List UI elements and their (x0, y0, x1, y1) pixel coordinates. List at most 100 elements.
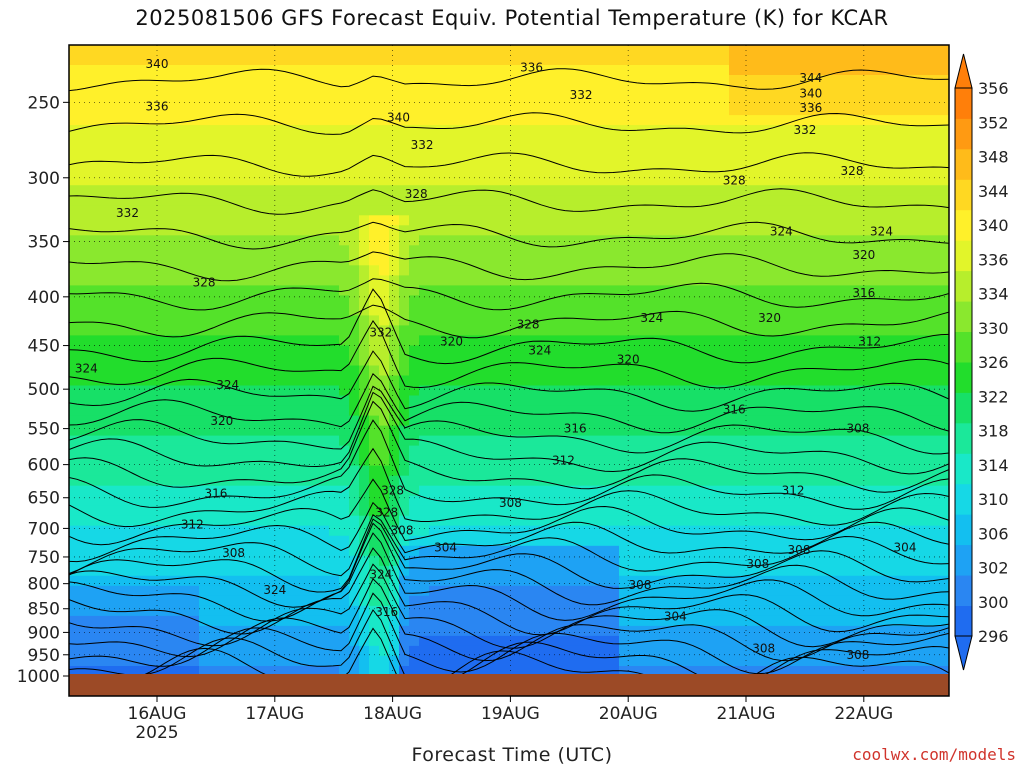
contour-label: 324 (75, 361, 98, 375)
colorbar-label: 340 (978, 216, 1009, 235)
contour-label: 332 (793, 123, 816, 137)
colorbar-label: 306 (978, 524, 1009, 543)
y-tick-label: 350 (28, 233, 60, 253)
x-axis-title: Forecast Time (UTC) (411, 744, 613, 766)
contour-label: 344 (799, 71, 822, 85)
contour-label: 336 (520, 60, 543, 74)
x-tick-label: 17AUG (245, 704, 304, 724)
y-tick-label: 700 (28, 519, 60, 539)
y-tick-label: 500 (28, 380, 60, 400)
y-tick-label: 450 (28, 337, 60, 357)
y-tick-label: 600 (28, 456, 60, 476)
colorbar-label: 300 (978, 593, 1009, 612)
contour-label: 324 (770, 225, 793, 239)
plot-frame (68, 44, 950, 697)
colorbar-label: 326 (978, 353, 1009, 372)
contour-label: 332 (116, 206, 139, 220)
y-tick-label: 400 (28, 288, 60, 308)
contour-label: 324 (216, 378, 239, 392)
colorbar-swatch (955, 301, 972, 332)
colorbar-swatch (955, 544, 972, 576)
chart-title: 2025081506 GFS Forecast Equiv. Potential… (135, 6, 889, 30)
x-tick-label: 21AUG (717, 704, 776, 724)
contour-label: 308 (846, 421, 869, 435)
contour-label: 328 (193, 275, 216, 289)
y-tick-label: 1000 (17, 667, 60, 687)
contour-label: 304 (894, 540, 917, 554)
contour-label: 320 (852, 248, 875, 262)
contour-label: 340 (146, 57, 169, 71)
contour-label: 328 (517, 318, 540, 332)
contour-label: 316 (723, 402, 746, 416)
y-tick-label: 750 (28, 548, 60, 568)
credit-link[interactable]: coolwx.com/models (852, 745, 1016, 764)
contour-label: 328 (375, 505, 398, 519)
colorbar: 296 300 302 306 310 314 318 322 326 330 334 336 340 3… (954, 53, 1009, 671)
contour-label: 308 (788, 543, 811, 557)
colorbar-swatch (955, 514, 972, 546)
grid-lines (69, 45, 949, 696)
colorbar-bottom-arrow (954, 635, 973, 671)
colorbar-label: 334 (978, 285, 1009, 304)
contour-label: 332 (570, 88, 593, 102)
colorbar-label: 356 (978, 79, 1009, 98)
contour-label: 308 (846, 648, 869, 662)
colorbar-label: 352 (978, 113, 1009, 132)
colorbar-label: 314 (978, 456, 1009, 475)
colorbar-label: 302 (978, 559, 1009, 578)
y-tick-label: 800 (28, 575, 60, 595)
y-axis: 250 300 350 400 450 500 550 600 650 700 750 800 850 9… (17, 93, 69, 687)
colorbar-label: 310 (978, 490, 1009, 509)
contour-label: 332 (411, 138, 434, 152)
x-tick-label: 20AUG (599, 704, 658, 724)
contour-label: 340 (387, 111, 410, 125)
colorbar-swatch (955, 240, 972, 272)
colorbar-swatch (955, 270, 972, 302)
contour-label: 308 (746, 557, 769, 571)
contour-label: 316 (204, 487, 227, 501)
y-tick-label: 900 (28, 623, 60, 643)
contour-label: 316 (375, 605, 398, 619)
contour-label: 328 (381, 484, 404, 498)
colorbar-label: 336 (978, 250, 1009, 269)
colorbar-label: 330 (978, 319, 1009, 338)
contour-label: 316 (564, 421, 587, 435)
contour-label: 320 (758, 311, 781, 325)
contour-label: 304 (664, 610, 687, 624)
contour-label: 320 (440, 335, 463, 349)
x-tick-label: 18AUG (363, 704, 422, 724)
contour-label: 312 (552, 454, 575, 468)
contour-label: 308 (752, 642, 775, 656)
contour-label: 324 (870, 225, 893, 239)
colorbar-swatch (955, 88, 972, 119)
contour-label: 328 (405, 187, 428, 201)
colorbar-swatch (955, 179, 972, 211)
colorbar-swatch (955, 422, 972, 454)
contour-label: 320 (617, 353, 640, 367)
contour-label: 308 (222, 546, 245, 560)
contour-label: 312 (181, 517, 204, 531)
contour-label: 316 (852, 286, 875, 300)
x-tick-label: 16AUG (128, 704, 187, 724)
ground-surface (69, 674, 949, 696)
contour-label: 312 (858, 335, 881, 349)
contour-label: 320 (210, 414, 233, 428)
y-tick-label: 300 (28, 169, 60, 189)
x-tick-label: 22AUG (834, 704, 893, 724)
contour-label: 324 (263, 583, 286, 597)
contour-label: 304 (434, 540, 457, 554)
y-tick-label: 950 (28, 646, 60, 666)
colorbar-swatch (955, 605, 972, 637)
y-tick-label: 550 (28, 420, 60, 440)
x-tick-label: 19AUG (481, 704, 540, 724)
contour-label: 324 (369, 568, 392, 582)
colorbar-label: 296 (978, 627, 1009, 646)
colorbar-swatch (955, 453, 972, 485)
colorbar-label: 322 (978, 387, 1009, 406)
contour-lines (69, 68, 949, 696)
colorbar-swatch (955, 118, 972, 150)
colorbar-swatch (955, 392, 972, 424)
x-tick-year: 2025 (135, 723, 178, 743)
y-tick-label: 850 (28, 600, 60, 620)
